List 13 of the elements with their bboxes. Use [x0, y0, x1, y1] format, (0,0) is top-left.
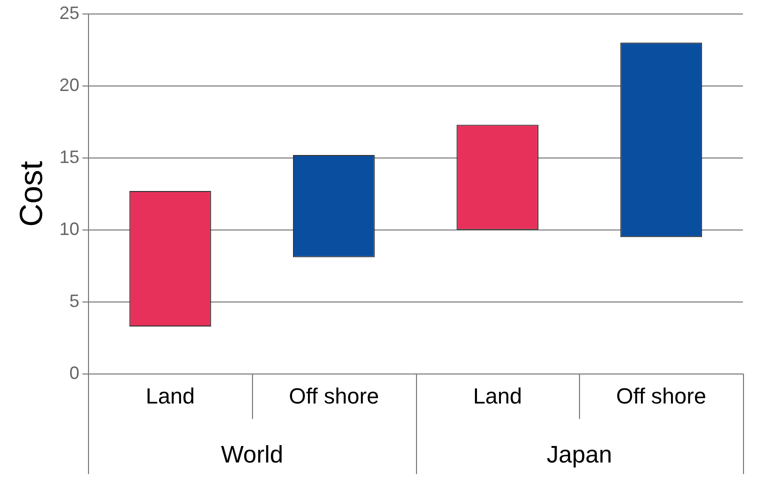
x-tick-label: Land	[473, 383, 522, 408]
x-tick-label: Off shore	[288, 383, 379, 408]
y-tick-label: 0	[69, 362, 80, 383]
y-tick-label: 15	[59, 146, 80, 167]
y-tick-label: 5	[69, 290, 80, 311]
y-tick-label: 10	[59, 218, 80, 239]
y-tick-label: 25	[59, 2, 80, 23]
text: Japan	[546, 442, 612, 469]
x-tick-label: Off shore	[616, 383, 706, 408]
y-axis-title: Cost	[13, 160, 50, 227]
text: World	[220, 442, 284, 469]
x-tick-label: Land	[146, 383, 195, 408]
y-tick-label: 20	[59, 74, 80, 95]
